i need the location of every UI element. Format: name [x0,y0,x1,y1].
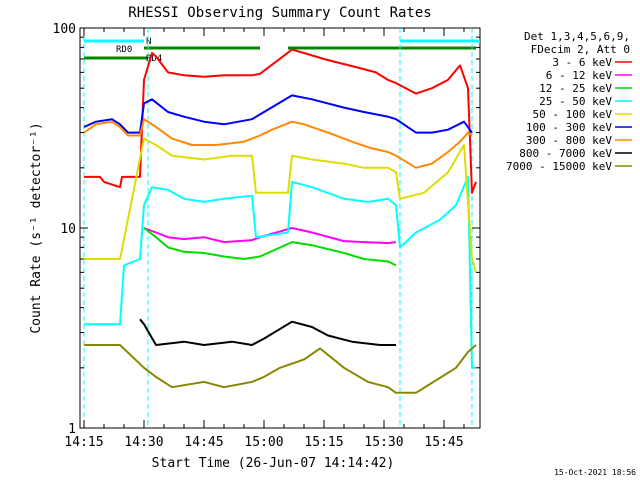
legend-entry-label: 800 - 7000 keV [519,147,612,160]
series-line [139,318,396,346]
x-tick-label: 15:45 [424,435,463,450]
series-line [143,227,397,245]
x-tick-label: 15:30 [364,435,403,450]
legend-entry-label: 25 - 50 keV [539,95,612,108]
legend: Det 1,3,4,5,6,9,FDecim 2, Att 03 - 6 keV… [506,30,632,173]
legend-entry-label: 7000 - 15000 keV [506,160,612,173]
series-line [83,118,473,169]
legend-entry-label: 100 - 300 keV [526,121,612,134]
x-tick-label: 15:00 [244,435,283,450]
legend-entry-label: 12 - 25 keV [539,82,612,95]
legend-header: Det 1,3,4,5,6,9, [524,30,630,43]
night-flag-label: N [146,37,151,47]
legend-entry-label: 3 - 6 keV [552,56,612,69]
series-line [84,175,476,369]
rd0-flag-label: RD0 [116,45,132,55]
series-line [83,94,473,134]
legend-entry-label: 6 - 12 keV [546,69,613,82]
series-line [84,137,477,273]
y-axis-label: Count Rate (s⁻¹ detector⁻¹) [29,122,44,333]
x-axis-label: Start Time (26-Jun-07 14:14:42) [152,456,395,471]
legend-entry-label: 50 - 100 keV [533,108,613,121]
y-tick-label: 100 [53,22,76,37]
footer-date: 15-Oct-2021 18:56 [554,468,636,477]
legend-header: FDecim 2, Att 0 [531,43,630,56]
rd4-flag-label: RD4 [146,54,162,64]
series-line [84,344,477,394]
series-lines [83,48,477,394]
legend-entry-label: 300 - 800 keV [526,134,612,147]
series-line [143,227,397,267]
x-tick-label: 14:45 [184,435,223,450]
axes: 14:15 14:30 14:45 15:00 15:15 15:30 15:45 1 10 10… [53,22,480,450]
y-tick-label: 1 [68,422,76,437]
x-tick-label: 15:15 [304,435,343,450]
y-tick-label: 10 [60,222,76,237]
chart-title: RHESSI Observing Summary Count Rates [128,5,431,21]
x-tick-label: 14:30 [124,435,163,450]
x-tick-label: 14:15 [64,435,103,450]
